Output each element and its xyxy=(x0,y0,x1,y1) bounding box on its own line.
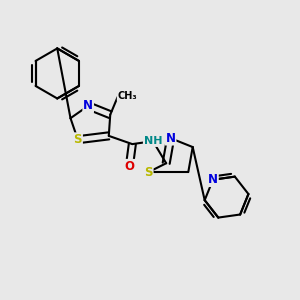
Text: CH₃: CH₃ xyxy=(118,91,137,100)
Text: N: N xyxy=(83,99,93,112)
Text: S: S xyxy=(74,133,82,146)
Text: N: N xyxy=(208,173,218,186)
Text: S: S xyxy=(144,166,153,178)
Text: NH: NH xyxy=(144,136,162,146)
Text: O: O xyxy=(124,160,134,173)
Text: N: N xyxy=(166,132,176,145)
